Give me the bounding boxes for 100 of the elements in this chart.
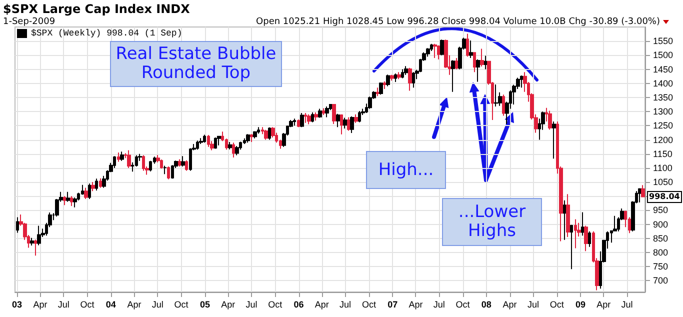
candlestick — [297, 118, 300, 128]
candlestick — [307, 114, 311, 125]
x-tick-label: 04 — [106, 300, 116, 310]
candlestick — [181, 156, 185, 168]
candlestick — [250, 134, 253, 143]
candlestick — [394, 73, 397, 82]
candlestick — [142, 154, 145, 172]
candlestick — [455, 58, 458, 70]
x-tick-label: Apr — [502, 300, 517, 310]
y-tick-label: 700 — [653, 276, 668, 286]
x-tick-label: Jul — [58, 300, 70, 310]
candlestick — [135, 154, 138, 168]
candlestick — [336, 113, 340, 128]
candlestick — [214, 137, 217, 150]
candlestick — [473, 52, 476, 73]
candlestick — [268, 126, 271, 140]
y-tick-label: 850 — [653, 233, 668, 244]
candlestick — [480, 48, 484, 67]
candlestick — [95, 178, 98, 192]
candlestick — [217, 136, 221, 146]
candlestick — [379, 82, 383, 96]
x-tick-label: 03 — [12, 300, 22, 310]
x-tick-label: Oct — [80, 300, 95, 310]
candlestick — [300, 112, 304, 128]
candlestick — [469, 40, 473, 59]
candlestick — [16, 216, 19, 234]
candlestick — [390, 74, 394, 82]
candlestick — [325, 106, 329, 118]
x-tick-label: Jul — [621, 300, 633, 310]
candlestick — [117, 152, 120, 162]
candlestick — [160, 159, 163, 170]
y-tick-label: 1350 — [653, 92, 674, 102]
callout-box: ...Lower Highs — [442, 198, 542, 246]
candlestick — [404, 66, 408, 76]
x-tick-label: Jul — [433, 300, 445, 310]
candlestick — [257, 126, 260, 134]
x-tick-label: Jul — [246, 300, 258, 310]
legend-label: $SPX (Weekly) 998.04 (1 Sep) — [31, 28, 182, 38]
candlestick — [426, 48, 430, 58]
candlestick — [641, 184, 645, 198]
candlestick — [73, 197, 77, 208]
candlestick — [163, 165, 167, 175]
candlestick — [494, 84, 498, 107]
x-tick-label: Jul — [152, 300, 164, 310]
candlestick — [149, 160, 152, 172]
callout-box: Real Estate Bubble Rounded Top — [110, 41, 282, 87]
candlestick — [314, 112, 318, 122]
callout-box: High... — [366, 151, 446, 189]
x-tick-label: 06 — [294, 300, 304, 310]
candlestick — [343, 117, 347, 129]
candlestick — [264, 129, 268, 140]
candlestick — [322, 108, 325, 116]
candlestick — [476, 58, 480, 82]
candlestick — [99, 178, 102, 188]
x-tick-label: 09 — [575, 300, 586, 310]
candlestick — [203, 134, 206, 144]
candlestick — [386, 74, 390, 87]
candlestick — [412, 72, 415, 88]
candlestick — [311, 112, 314, 123]
candlestick — [304, 112, 307, 124]
candlestick — [383, 80, 386, 90]
candlestick — [350, 116, 354, 134]
y-tick-label: 1450 — [653, 64, 674, 74]
candlestick — [401, 68, 404, 79]
y-tick-label: 750 — [653, 262, 668, 272]
chart-title: $SPX Large Cap Index INDX — [3, 2, 190, 16]
y-tick-label: 800 — [653, 248, 668, 258]
candlestick — [347, 116, 350, 132]
candlestick — [66, 191, 70, 202]
y-tick-label: 1550 — [653, 36, 674, 46]
x-tick-label: Apr — [314, 300, 329, 310]
candlestick — [207, 134, 210, 148]
candlestick — [318, 108, 322, 118]
candlestick — [466, 33, 469, 58]
y-tick-label: 1200 — [653, 134, 674, 145]
y-tick-label: 1250 — [653, 120, 674, 131]
candlestick — [588, 230, 591, 248]
x-tick-label: Apr — [596, 300, 611, 310]
candlestick — [235, 145, 239, 156]
candlestick — [484, 55, 487, 70]
candlestick — [228, 142, 232, 150]
text: Open 1025.21 High 1028.45 Low 996.28 Close 998.04 Volume 10.0B Chg -30.89 (-3.00%) — [256, 17, 661, 27]
x-tick-label: Jul — [340, 300, 352, 310]
candlestick — [376, 87, 379, 97]
candlestick — [246, 134, 250, 144]
candlestick — [127, 150, 131, 168]
candlestick — [63, 196, 66, 206]
candlestick — [502, 94, 505, 116]
candlestick — [340, 114, 343, 135]
candlestick — [570, 224, 573, 270]
candlestick — [84, 187, 88, 200]
y-tick-label: 1400 — [653, 78, 674, 88]
candlestick — [88, 182, 91, 200]
candlestick — [91, 182, 95, 192]
x-tick-label: 07 — [388, 300, 398, 310]
x-tick-label: Oct — [456, 300, 470, 310]
candlestick — [185, 160, 188, 172]
candlestick — [34, 239, 37, 256]
y-tick-label: 1050 — [653, 177, 674, 188]
candlestick — [30, 237, 34, 246]
